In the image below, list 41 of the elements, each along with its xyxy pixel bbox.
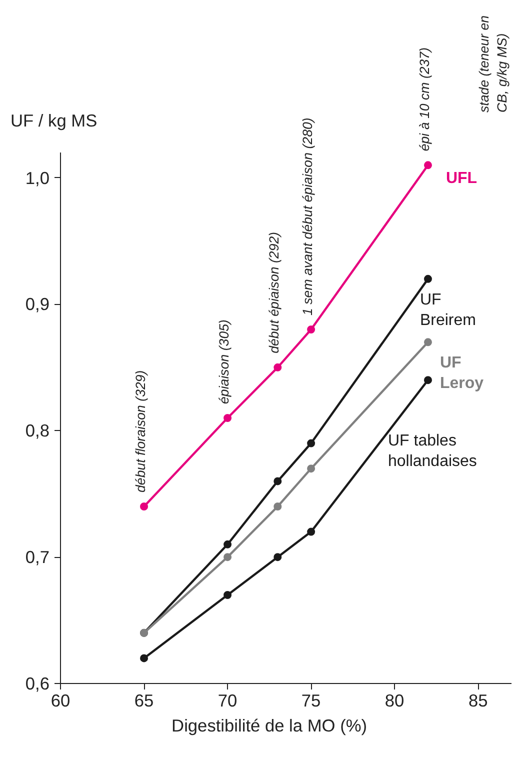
annotation: épi à 10 cm (237): [416, 47, 432, 152]
x-tick-label: 80: [384, 690, 404, 710]
annotation: épiaison (305): [216, 320, 232, 404]
y-tick-label: 1,0: [25, 168, 50, 188]
x-tick-label: 60: [50, 690, 70, 710]
point: [274, 502, 282, 510]
point: [424, 338, 432, 346]
point: [140, 502, 148, 510]
point: [307, 528, 316, 536]
x-axis-title: Digestibilité de la MO (%): [172, 716, 368, 736]
point: [424, 376, 432, 384]
annotation: début floraison (329): [133, 370, 148, 492]
point: [424, 274, 432, 283]
y-axis-title: UF / kg MS: [10, 110, 98, 130]
annotation: début épiaison (292): [266, 232, 282, 354]
point: [224, 414, 232, 422]
series-label: UF tables hollandaises: [388, 432, 477, 470]
point: [140, 654, 148, 662]
point: [224, 553, 232, 562]
x-tick-label: 75: [301, 690, 321, 710]
point: [224, 540, 232, 548]
point: [274, 363, 282, 372]
point: [307, 439, 316, 448]
series-label: UF Leroy: [440, 354, 484, 392]
y-tick-label: 0,7: [25, 547, 50, 568]
point: [274, 553, 282, 562]
annotation: 1 sem avant début épiaison (280): [300, 118, 316, 316]
point: [307, 326, 316, 334]
point: [307, 464, 316, 473]
x-tick-label: 70: [218, 690, 238, 710]
series-label: UF Breirem: [420, 292, 476, 329]
y-tick-label: 0,9: [25, 294, 50, 314]
y-tick-label: 0,8: [25, 420, 50, 441]
point: [424, 161, 432, 170]
point: [224, 591, 232, 599]
point: [274, 477, 282, 486]
series-label: UFL: [446, 170, 478, 188]
text: stade (teneur en CB, g/kg MS): [476, 15, 510, 112]
y-tick-label: 0,6: [25, 674, 50, 694]
x-tick-label: 65: [134, 690, 154, 710]
x-tick-label: 85: [468, 690, 488, 710]
